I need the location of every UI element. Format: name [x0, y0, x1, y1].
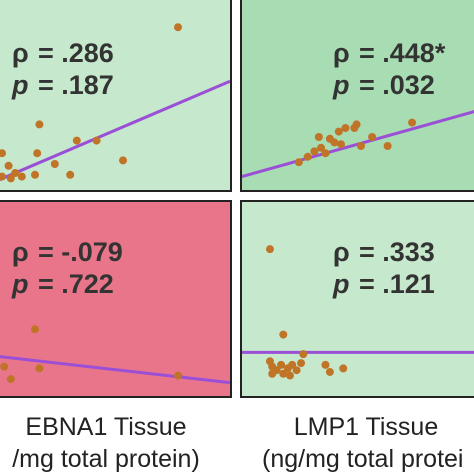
p-stat: p = .032 — [333, 70, 435, 100]
data-point — [35, 364, 44, 373]
data-point — [279, 330, 288, 339]
data-point — [279, 369, 288, 378]
data-point — [339, 364, 348, 373]
rho-stat: ρ = .448* — [333, 38, 445, 68]
rho-symbol: ρ — [333, 38, 350, 68]
data-point — [33, 149, 42, 158]
x-axis-label-right-line1: LMP1 Tissue — [293, 413, 439, 441]
data-point — [299, 350, 308, 359]
data-point — [11, 169, 20, 177]
p-value: = .121 — [359, 269, 435, 299]
data-point — [288, 360, 297, 369]
scatter-panel-top-right: ρ = .448* p = .032 — [240, 0, 474, 192]
x-axis-label-right-line2: (ng/mg total protei — [262, 445, 464, 473]
data-point — [174, 371, 182, 380]
p-symbol: p — [12, 269, 29, 299]
p-stat: p = .121 — [333, 269, 435, 299]
data-point — [35, 120, 44, 129]
data-point — [325, 367, 334, 376]
data-point — [341, 124, 350, 132]
data-point — [357, 142, 365, 150]
x-axis-label-left-line2: /mg total protein) — [12, 445, 200, 473]
data-point — [321, 360, 330, 369]
rho-stat: ρ = .286 — [12, 38, 114, 68]
rho-symbol: ρ — [333, 237, 350, 267]
data-point — [314, 133, 323, 141]
data-point — [72, 136, 81, 145]
data-point — [297, 359, 306, 368]
data-point — [321, 149, 330, 158]
data-point — [0, 149, 6, 158]
p-symbol: p — [12, 70, 29, 100]
data-point — [119, 156, 127, 165]
data-point — [368, 133, 377, 141]
data-point — [303, 152, 312, 161]
p-symbol: p — [333, 70, 350, 100]
data-point — [285, 371, 294, 380]
data-point — [6, 375, 15, 384]
data-point — [277, 360, 286, 369]
scatter-plot-bottom-left — [0, 325, 230, 385]
scatter-panel-bottom-right: ρ = .333 p = .121 — [240, 200, 474, 398]
p-value: = .032 — [359, 70, 435, 100]
trend-line — [242, 110, 474, 179]
rho-value: = .333 — [359, 237, 435, 267]
rho-stat: ρ = -.079 — [12, 237, 123, 267]
data-point — [330, 138, 339, 147]
data-point — [408, 118, 417, 127]
rho-value: = .286 — [38, 38, 114, 68]
data-point — [294, 158, 303, 167]
p-stat: p = .722 — [12, 269, 114, 299]
data-point — [334, 127, 343, 136]
data-point — [265, 245, 274, 254]
trend-line — [0, 355, 230, 385]
data-point — [92, 136, 101, 145]
x-axis-label-left-line1: EBNA1 Tissue — [25, 413, 187, 441]
rho-value: = .448* — [359, 38, 446, 68]
rho-value: = -.079 — [38, 237, 123, 267]
p-value: = .187 — [38, 70, 114, 100]
scatter-plot-bottom-right — [242, 245, 474, 380]
scatter-panel-top-left: ρ = .286 p = .187 — [0, 0, 232, 192]
data-point — [31, 325, 39, 334]
rho-symbol: ρ — [12, 38, 29, 68]
rho-symbol: ρ — [12, 237, 29, 267]
data-point — [6, 174, 15, 183]
data-point — [0, 362, 9, 371]
p-stat: p = .187 — [12, 70, 114, 100]
data-point — [4, 161, 13, 170]
data-point — [352, 120, 361, 129]
rho-stat: ρ = .333 — [333, 237, 435, 267]
p-symbol: p — [333, 269, 350, 299]
data-point — [268, 369, 277, 378]
scatter-panel-bottom-left: ρ = -.079 p = .722 — [0, 200, 232, 398]
data-point — [66, 170, 75, 179]
data-point — [310, 147, 319, 156]
data-point — [337, 140, 346, 149]
data-point — [17, 172, 26, 181]
data-point — [0, 172, 6, 181]
data-point — [383, 142, 392, 150]
data-point — [174, 23, 182, 32]
data-point — [317, 143, 326, 152]
data-point — [50, 160, 59, 168]
scatter-plot-top-right — [242, 110, 474, 179]
trend-line — [0, 79, 230, 182]
p-value: = .722 — [38, 269, 114, 299]
scatter-plot-top-left — [0, 23, 230, 183]
data-point — [292, 366, 301, 375]
data-point — [31, 170, 39, 179]
